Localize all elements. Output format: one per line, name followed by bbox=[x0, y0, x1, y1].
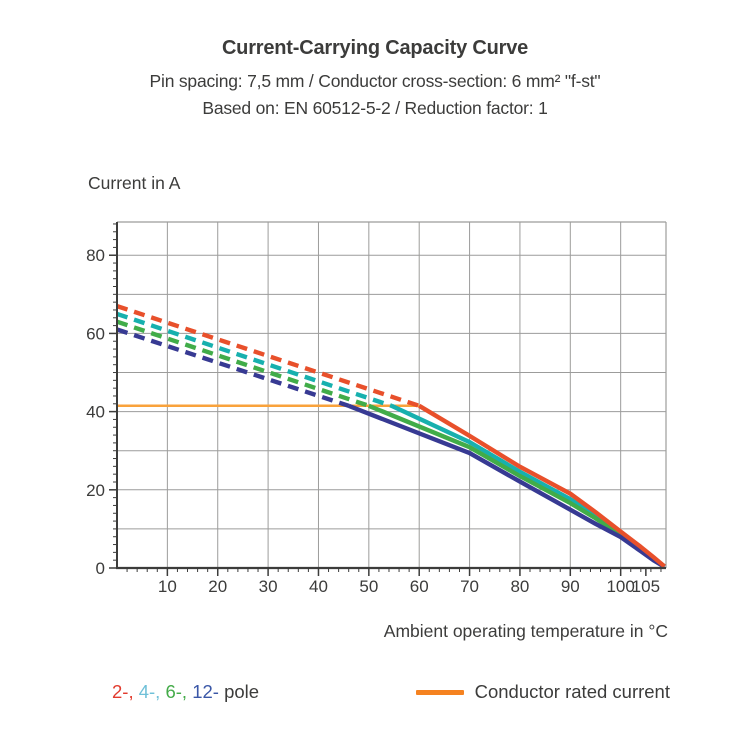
y-axis-title: Current in A bbox=[88, 173, 181, 193]
pole-legend-suffix: pole bbox=[218, 681, 260, 702]
x-tick-label: 50 bbox=[359, 577, 378, 596]
grid-lines bbox=[117, 221, 667, 568]
pole-legend-item-12: 12- bbox=[192, 681, 219, 702]
rated-current-legend: Conductor rated current bbox=[415, 681, 670, 703]
curve-12-pole-dashed bbox=[116, 327, 350, 408]
pole-legend: 2-, 4-, 6-, 12- pole bbox=[112, 681, 259, 703]
x-tick-label: 100 bbox=[606, 577, 634, 596]
x-tick-label: 105 bbox=[632, 577, 660, 596]
x-axis-title: Ambient operating temperature in °C bbox=[383, 621, 668, 641]
y-tick-label: 60 bbox=[86, 324, 105, 343]
y-tick-label: 40 bbox=[86, 403, 105, 422]
curve-6-pole-dashed bbox=[116, 319, 370, 408]
pole-legend-item-4: 4-, bbox=[138, 681, 166, 702]
chart-subtitle-spec: Pin spacing: 7,5 mm / Conductor cross-se… bbox=[149, 71, 601, 91]
rated-current-swatch bbox=[415, 689, 464, 695]
x-tick-label: 70 bbox=[460, 577, 479, 596]
chart-subtitle-basis: Based on: EN 60512-5-2 / Reduction facto… bbox=[202, 98, 548, 118]
x-tick-label: 90 bbox=[561, 577, 580, 596]
curve-12-pole-solid bbox=[347, 403, 666, 569]
curves bbox=[116, 304, 666, 569]
y-tick-label: 0 bbox=[96, 559, 105, 578]
chart-title: Current-Carrying Capacity Curve bbox=[221, 37, 529, 59]
x-tick-label: 20 bbox=[208, 577, 227, 596]
y-tick-label: 80 bbox=[86, 246, 105, 265]
curve-4-pole-dashed bbox=[116, 311, 393, 408]
pole-legend-item-6: 6-, bbox=[165, 681, 193, 702]
x-tick-label: 80 bbox=[510, 577, 529, 596]
curve-2-pole-solid bbox=[418, 403, 666, 569]
axis-ticks bbox=[109, 222, 666, 576]
x-tick-label: 10 bbox=[158, 577, 177, 596]
x-tick-label: 30 bbox=[259, 577, 278, 596]
x-tick-label: 40 bbox=[309, 577, 328, 596]
rated-current-label: Conductor rated current bbox=[474, 681, 670, 702]
x-tick-label: 60 bbox=[410, 577, 429, 596]
legend: 2-, 4-, 6-, 12- pole Conductor rated cur… bbox=[112, 681, 670, 703]
chart-header: Current-Carrying Capacity Curve Pin spac… bbox=[0, 37, 750, 122]
y-tick-label: 20 bbox=[86, 481, 105, 500]
pole-legend-item-2: 2-, bbox=[112, 681, 139, 702]
